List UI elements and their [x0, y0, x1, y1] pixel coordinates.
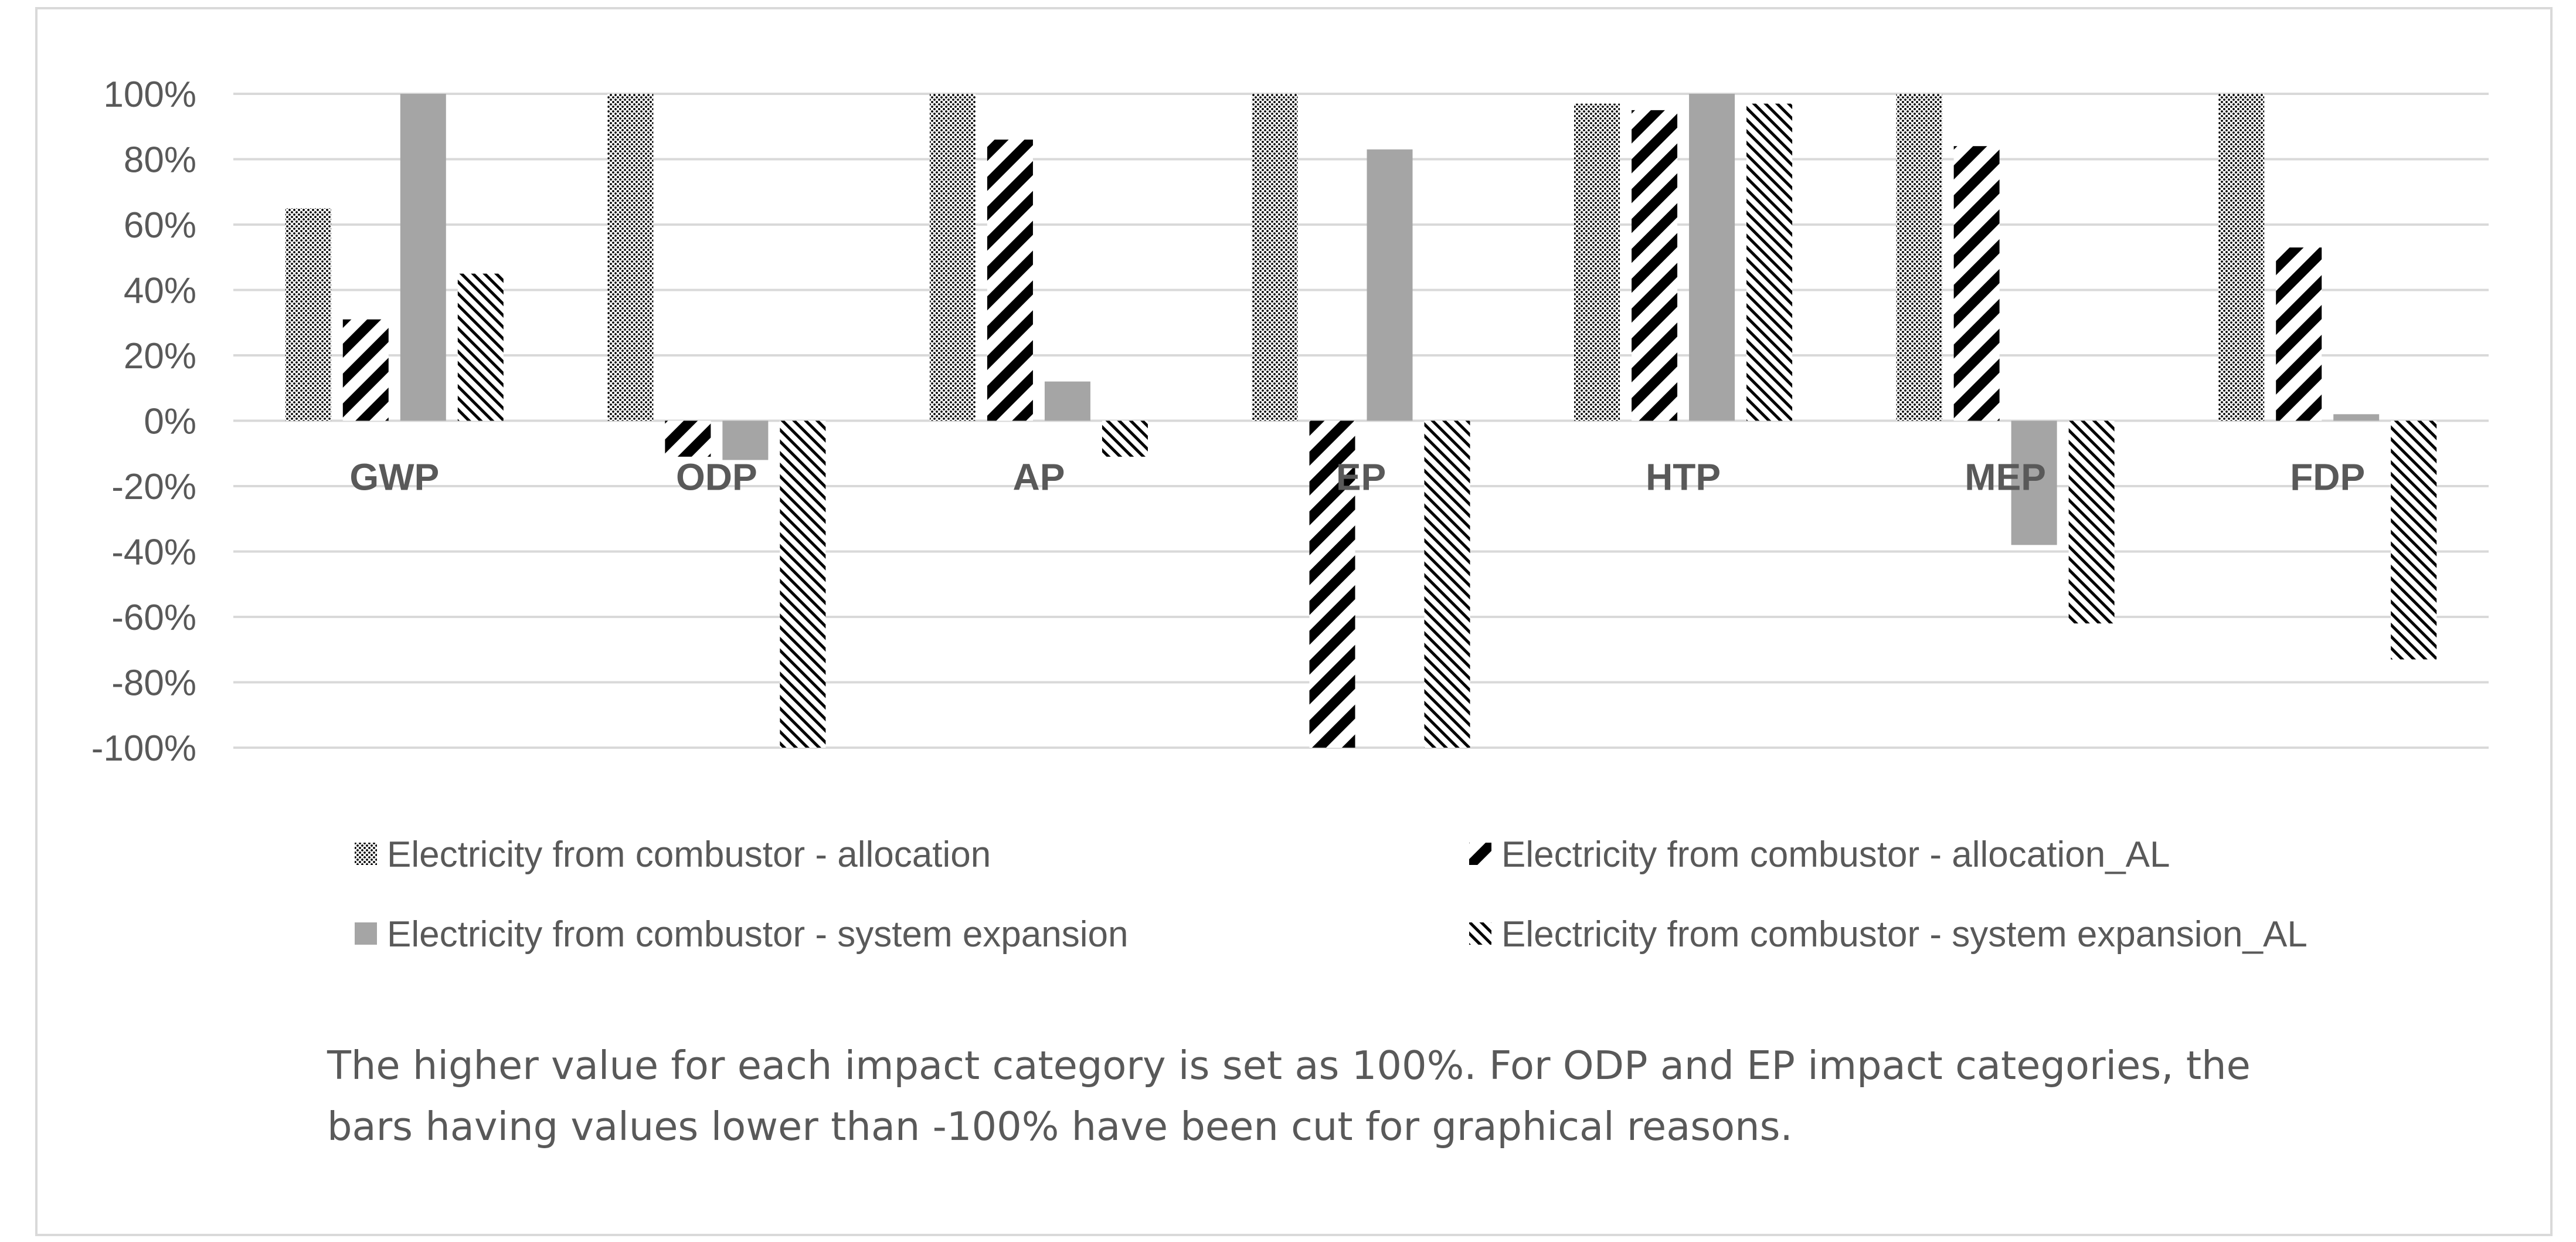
y-axis-labels: 100% 80% 60% 40% 20% 0% -20% -40% -60% -80% -100%	[91, 74, 196, 769]
bar-gwp-series-1	[285, 208, 331, 421]
grid-layer	[233, 93, 2489, 749]
category-label-mep: MEP	[1965, 456, 2046, 498]
bar-fdp-series-4	[2391, 420, 2437, 660]
caption-line-1: The higher value for each impact categor…	[327, 1043, 2251, 1088]
category-label-ep: EP	[1336, 456, 1386, 498]
bar-odp-series-1	[607, 94, 654, 421]
legend-label-2: Electricity from combustor - allocation_…	[1501, 834, 2170, 875]
y-tick-label: -20%	[111, 467, 196, 507]
bar-mep-series-1	[1896, 94, 1942, 421]
category-label-fdp: FDP	[2290, 456, 2365, 498]
bar-ep-series-2	[1309, 420, 1355, 748]
bar-ap-series-1	[929, 94, 976, 421]
y-tick-label: 80%	[124, 140, 196, 181]
bar-gwp-series-4	[457, 273, 504, 421]
legend-label-1: Electricity from combustor - allocation	[387, 834, 991, 875]
bar-gwp-series-2	[342, 319, 389, 421]
y-tick-label: -100%	[91, 728, 196, 769]
bar-ep-series-3	[1367, 149, 1413, 421]
category-label-ap: AP	[1012, 456, 1065, 498]
category-label-gwp: GWP	[349, 456, 439, 498]
chart-caption: The higher value for each impact categor…	[327, 1035, 2379, 1157]
bar-ep-series-4	[1424, 420, 1470, 748]
bar-mep-series-4	[2068, 420, 2115, 624]
bar-htp-series-1	[1574, 103, 1620, 421]
y-tick-label: 100%	[103, 74, 196, 115]
bar-ap-series-4	[1102, 420, 1148, 457]
legend-swatch-1	[355, 843, 377, 865]
bar-ap-series-3	[1044, 381, 1090, 421]
y-tick-label: 0%	[144, 402, 196, 442]
bar-htp-series-4	[1746, 103, 1793, 421]
caption-line-2: bars having values lower than -100% have…	[327, 1104, 1793, 1149]
bar-htp-series-3	[1689, 94, 1735, 421]
bar-gwp-series-3	[400, 94, 446, 421]
bar-fdp-series-3	[2333, 414, 2380, 421]
y-tick-label: -60%	[111, 598, 196, 638]
bar-odp-series-3	[722, 420, 769, 460]
legend-label-4: Electricity from combustor - system expa…	[1501, 914, 2307, 955]
bar-mep-series-3	[2011, 420, 2057, 545]
legend-swatch-3	[355, 922, 377, 945]
legend-label-3: Electricity from combustor - system expa…	[387, 914, 1129, 955]
bar-htp-series-2	[1632, 110, 1678, 421]
bar-ap-series-2	[987, 140, 1033, 421]
y-tick-label: 20%	[124, 336, 196, 376]
y-tick-label: -80%	[111, 663, 196, 704]
y-tick-label: 60%	[124, 205, 196, 246]
bar-mep-series-2	[1953, 146, 2000, 421]
bar-odp-series-4	[780, 420, 826, 748]
x-axis-labels: GWP ODP AP EP HTP MEP FDP	[349, 456, 2365, 498]
legend-swatch-2	[1469, 843, 1491, 865]
legend: Electricity from combustor - allocation E…	[355, 834, 2307, 955]
category-label-htp: HTP	[1646, 456, 1721, 498]
category-label-odp: ODP	[676, 456, 757, 498]
y-tick-label: -40%	[111, 532, 196, 573]
bar-fdp-series-2	[2276, 247, 2322, 421]
chart-border	[35, 7, 2553, 1236]
y-tick-label: 40%	[124, 271, 196, 311]
legend-swatch-4	[1469, 922, 1491, 945]
bar-ep-series-1	[1252, 94, 1298, 421]
bar-layer	[285, 94, 2437, 748]
bar-odp-series-2	[665, 420, 711, 457]
bar-fdp-series-1	[2218, 94, 2265, 421]
